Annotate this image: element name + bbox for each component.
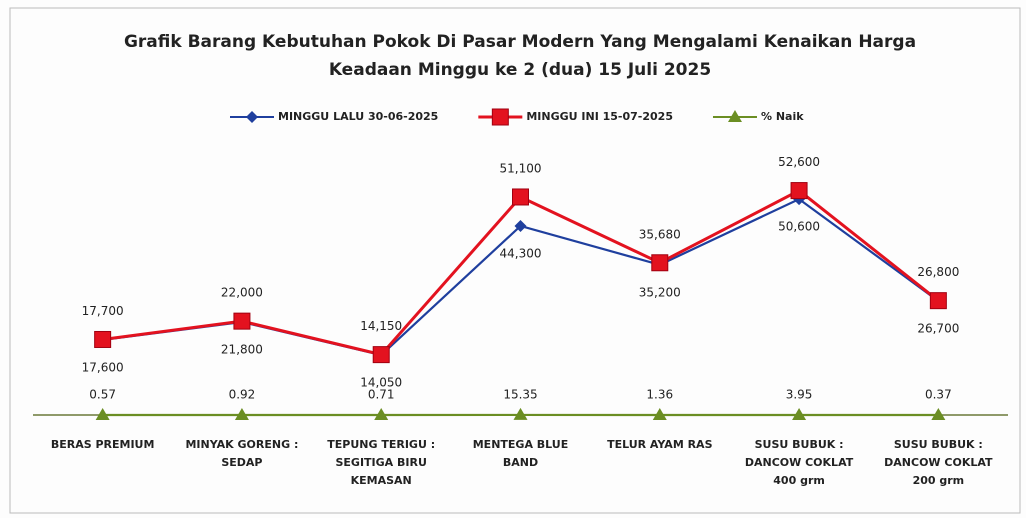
data-label: 15.35 xyxy=(503,387,537,401)
marker xyxy=(514,219,527,232)
x-tick-label: TEPUNG TERIGU : SEGITIGA BIRU KEMASAN xyxy=(327,438,436,487)
x-tick-label: MINYAK GORENG : SEDAP xyxy=(185,438,299,469)
x-tick-label: MENTEGA BLUE BAND xyxy=(472,438,569,469)
series-line xyxy=(102,188,940,357)
marker xyxy=(372,346,390,364)
legend-marker xyxy=(491,108,509,126)
marker xyxy=(234,407,249,420)
legend-label: MINGGU LALU 30-06-2025 xyxy=(278,110,438,123)
marker xyxy=(931,407,946,420)
chart-subtitle: Keadaan Minggu ke 2 (dua) 15 Juli 2025 xyxy=(329,60,711,80)
marker xyxy=(929,292,947,310)
data-label: 50,600 xyxy=(778,220,820,234)
chart-border xyxy=(9,7,1021,514)
data-label: 14,050 xyxy=(360,376,402,390)
legend-label: MINGGU INI 15-07-2025 xyxy=(526,110,673,123)
x-tick-label: SUSU BUBUK : DANCOW COKLAT 200 grm xyxy=(884,438,993,487)
x-tick-label: SUSU BUBUK : DANCOW COKLAT 400 grm xyxy=(744,438,854,487)
marker xyxy=(512,188,529,206)
marker xyxy=(513,407,528,420)
x-tick-label: BERAS PREMIUM xyxy=(50,438,155,451)
marker xyxy=(652,407,667,420)
data-label: 52,600 xyxy=(778,155,820,169)
data-label: 51,100 xyxy=(500,161,542,175)
data-label: 44,300 xyxy=(500,246,542,260)
data-label: 17,600 xyxy=(82,360,124,374)
data-label: 35,200 xyxy=(639,285,681,299)
marker xyxy=(374,407,389,420)
data-label: 1.36 xyxy=(646,387,673,401)
legend-label: % Naik xyxy=(761,110,804,123)
data-label: 0.57 xyxy=(89,387,116,401)
data-label: 22,000 xyxy=(221,286,263,300)
data-label: 21,800 xyxy=(221,342,263,356)
data-label: 3.95 xyxy=(786,387,813,401)
marker xyxy=(790,182,808,200)
chart-title: Grafik Barang Kebutuhan Pokok Di Pasar M… xyxy=(124,32,916,52)
legend-marker xyxy=(727,110,742,122)
data-label: 0.71 xyxy=(368,387,395,401)
marker xyxy=(95,407,110,420)
data-label: 35,680 xyxy=(639,227,681,241)
data-label: 0.37 xyxy=(925,387,952,401)
data-label: 14,150 xyxy=(360,319,402,333)
marker xyxy=(651,254,669,272)
data-label: 17,700 xyxy=(82,304,124,318)
marker xyxy=(233,312,251,330)
data-label: 26,800 xyxy=(917,265,959,279)
marker xyxy=(94,330,112,348)
data-label: 26,700 xyxy=(917,322,959,336)
legend-marker xyxy=(246,111,258,123)
marker xyxy=(792,407,807,420)
x-tick-label: TELUR AYAM RAS xyxy=(607,438,713,451)
data-label: 0.92 xyxy=(229,387,256,401)
